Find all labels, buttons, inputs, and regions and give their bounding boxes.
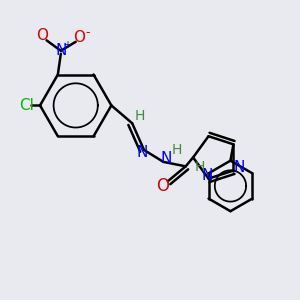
Text: +: + bbox=[63, 40, 71, 50]
Text: -: - bbox=[85, 26, 90, 39]
Text: O: O bbox=[156, 177, 169, 195]
Text: O: O bbox=[36, 28, 48, 44]
Text: H: H bbox=[134, 109, 145, 123]
Text: N: N bbox=[234, 160, 245, 175]
Text: N: N bbox=[161, 152, 172, 166]
Text: N: N bbox=[55, 43, 67, 58]
Text: H: H bbox=[172, 143, 182, 157]
Text: O: O bbox=[74, 30, 86, 45]
Text: N: N bbox=[137, 146, 148, 160]
Text: H: H bbox=[194, 160, 205, 174]
Text: Cl: Cl bbox=[19, 98, 34, 113]
Text: N: N bbox=[201, 168, 213, 183]
